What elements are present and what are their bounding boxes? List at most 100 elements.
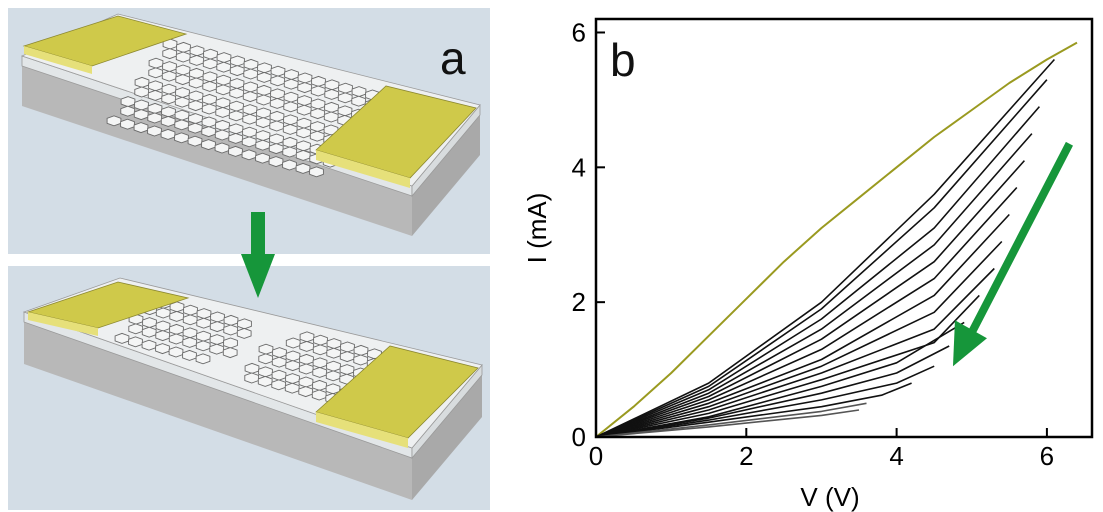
hexagon-cell [269, 120, 285, 132]
hexagon-cell [285, 350, 301, 362]
hexagon-cell [237, 318, 252, 330]
hexagon-cell [174, 109, 190, 121]
trend-arrow-head [952, 320, 987, 367]
hexagon-cell [269, 133, 284, 145]
hexagon-cell [216, 52, 232, 64]
hexagon-cell [161, 70, 177, 82]
hexagon-cell [182, 327, 198, 339]
hexagon-cell [215, 106, 231, 118]
hexagon-cell [326, 338, 342, 350]
hexagon-cell [128, 323, 144, 335]
hexagon-cell [120, 118, 135, 130]
x-tick-label: 2 [739, 441, 753, 471]
graphene-lattice-icon [106, 38, 380, 178]
x-tick-label: 6 [1040, 441, 1054, 471]
hexagon-cell [195, 340, 211, 352]
hexagon-cell [161, 106, 176, 118]
hexagon-cell [216, 61, 232, 73]
hexagon-cell [215, 97, 231, 109]
hexagon-cell [255, 117, 271, 129]
hexagon-cell [298, 376, 314, 388]
substrate-front-face [24, 322, 412, 500]
hexagon-cell [256, 71, 272, 83]
series-line [595, 345, 950, 438]
hexagon-cell [202, 58, 218, 70]
hexagon-cell [160, 128, 176, 140]
hexagon-cell [271, 379, 287, 391]
hexagon-cell [215, 84, 231, 96]
hexagon-cell [241, 136, 257, 148]
substrate-right-face [412, 375, 482, 500]
hexagon-cell [182, 349, 197, 361]
hexagon-cell [255, 130, 271, 142]
hexagon-cell [175, 87, 190, 99]
hexagon-cell [141, 326, 157, 338]
hexagon-cell [229, 100, 244, 112]
hexagon-cell [201, 116, 217, 128]
hexagon-cell [147, 102, 163, 114]
hexagon-cell [285, 373, 300, 385]
hexagon-cell [189, 45, 205, 57]
hexagon-cell [182, 336, 198, 348]
hexagon-cell [241, 149, 257, 161]
hexagon-cell [230, 55, 245, 67]
hexagon-cell [202, 80, 218, 92]
hexagon-cell [229, 87, 245, 99]
hexagon-cell [134, 76, 150, 88]
x-tick-label: 0 [589, 441, 603, 471]
hexagon-cell [214, 142, 230, 154]
hexagon-cell [187, 135, 203, 147]
hexagon-cell [168, 346, 184, 358]
gold-electrode-icon [22, 15, 477, 188]
hexagon-cell [297, 82, 313, 94]
hexagon-cell [258, 366, 273, 378]
series-line [595, 79, 1048, 438]
hexagon-cell [311, 389, 327, 401]
y-tick-label: 0 [572, 422, 586, 452]
hexagon-cell [271, 356, 287, 368]
hexagon-cell [312, 366, 328, 378]
hexagon-cell [269, 97, 285, 109]
hexagon-cell [169, 310, 185, 322]
hexagon-cell [268, 156, 284, 168]
hexagon-cell [228, 132, 244, 144]
hexagon-cell [256, 84, 272, 96]
hexagon-cell [256, 107, 271, 119]
hexagon-cell [353, 344, 369, 356]
series-line [595, 41, 1078, 438]
hexagon-cell [285, 360, 301, 372]
hexagon-cell [296, 104, 312, 116]
hexagon-cell [175, 64, 191, 76]
down-arrow-icon [241, 212, 275, 298]
hexagon-cell [310, 121, 325, 133]
hexagon-cell [282, 159, 297, 171]
iv-chart: 0 2 4 6 0 2 4 6 b V (V) I (mA) [522, 17, 1094, 512]
hexagon-cell [223, 314, 239, 326]
hexagon-cell [337, 92, 353, 104]
hexagon-cell [214, 129, 230, 141]
axis-ticks: 0 2 4 6 0 2 4 6 [572, 17, 1055, 471]
hexagon-cell [272, 347, 287, 359]
hexagon-cell [209, 343, 225, 355]
hexagon-cell [147, 125, 162, 137]
hexagon-cell [147, 89, 163, 101]
hexagon-cell [324, 79, 340, 91]
hexagon-cell [257, 62, 272, 74]
hexagon-cell [337, 105, 353, 117]
hexagon-cell [242, 91, 258, 103]
hexagon-cell [284, 382, 300, 394]
series-line [595, 382, 912, 438]
hexagon-cell [228, 110, 244, 122]
hexagon-cell [169, 323, 184, 335]
hexagon-cell [189, 54, 205, 66]
hexagon-cell [270, 65, 286, 77]
hexagon-cell [120, 105, 136, 117]
hexagon-cell [351, 95, 367, 107]
hexagon-cell [201, 139, 216, 151]
hexagon-cell [257, 375, 273, 387]
hexagon-cell [134, 86, 150, 98]
series-line [595, 186, 1018, 438]
hexagon-cell [353, 354, 369, 366]
hexagon-cell [339, 364, 355, 376]
hexagon-cell [283, 91, 299, 103]
